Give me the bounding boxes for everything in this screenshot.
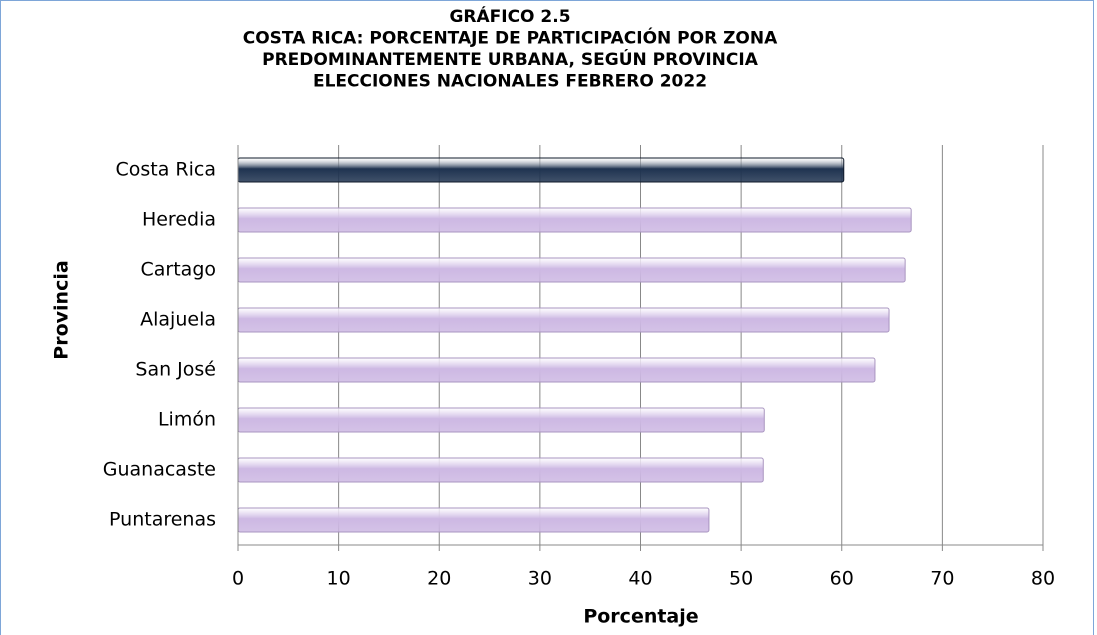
x-axis-label: Porcentaje [583, 606, 698, 628]
bar [237, 207, 912, 233]
bar [237, 507, 710, 533]
x-tick-label: 70 [930, 568, 954, 590]
bar [237, 157, 845, 183]
y-axis-label: Provincia [51, 260, 73, 359]
x-tick-label: 50 [729, 568, 753, 590]
x-tick-label: 10 [327, 568, 351, 590]
bar [237, 407, 765, 433]
y-tick-label: Alajuela [140, 309, 216, 331]
y-tick-label: Guanacaste [103, 459, 216, 481]
y-tick-label: Cartago [141, 259, 217, 281]
chart-title: PREDOMINANTEMENTE URBANA, SEGÚN PROVINCI… [262, 48, 759, 70]
bar [237, 357, 876, 383]
y-tick-label: Limón [158, 409, 216, 431]
bar [237, 307, 890, 333]
x-tick-label: 40 [628, 568, 652, 590]
x-tick-label: 20 [427, 568, 451, 590]
y-tick-label: Costa Rica [116, 159, 217, 181]
y-tick-label: Heredia [142, 209, 216, 231]
chart-title: ELECCIONES NACIONALES FEBRERO 2022 [313, 72, 707, 92]
bar [237, 457, 764, 483]
y-tick-label: Puntarenas [109, 509, 216, 531]
y-tick-label: San José [135, 359, 216, 381]
x-tick-label: 80 [1031, 568, 1055, 590]
x-tick-label: 0 [232, 568, 244, 590]
chart-title: GRÁFICO 2.5 [449, 5, 570, 27]
chart-title: COSTA RICA: PORCENTAJE DE PARTICIPACIÓN … [243, 27, 778, 49]
bar [237, 257, 906, 283]
x-tick-label: 30 [528, 568, 552, 590]
x-tick-label: 60 [830, 568, 854, 590]
